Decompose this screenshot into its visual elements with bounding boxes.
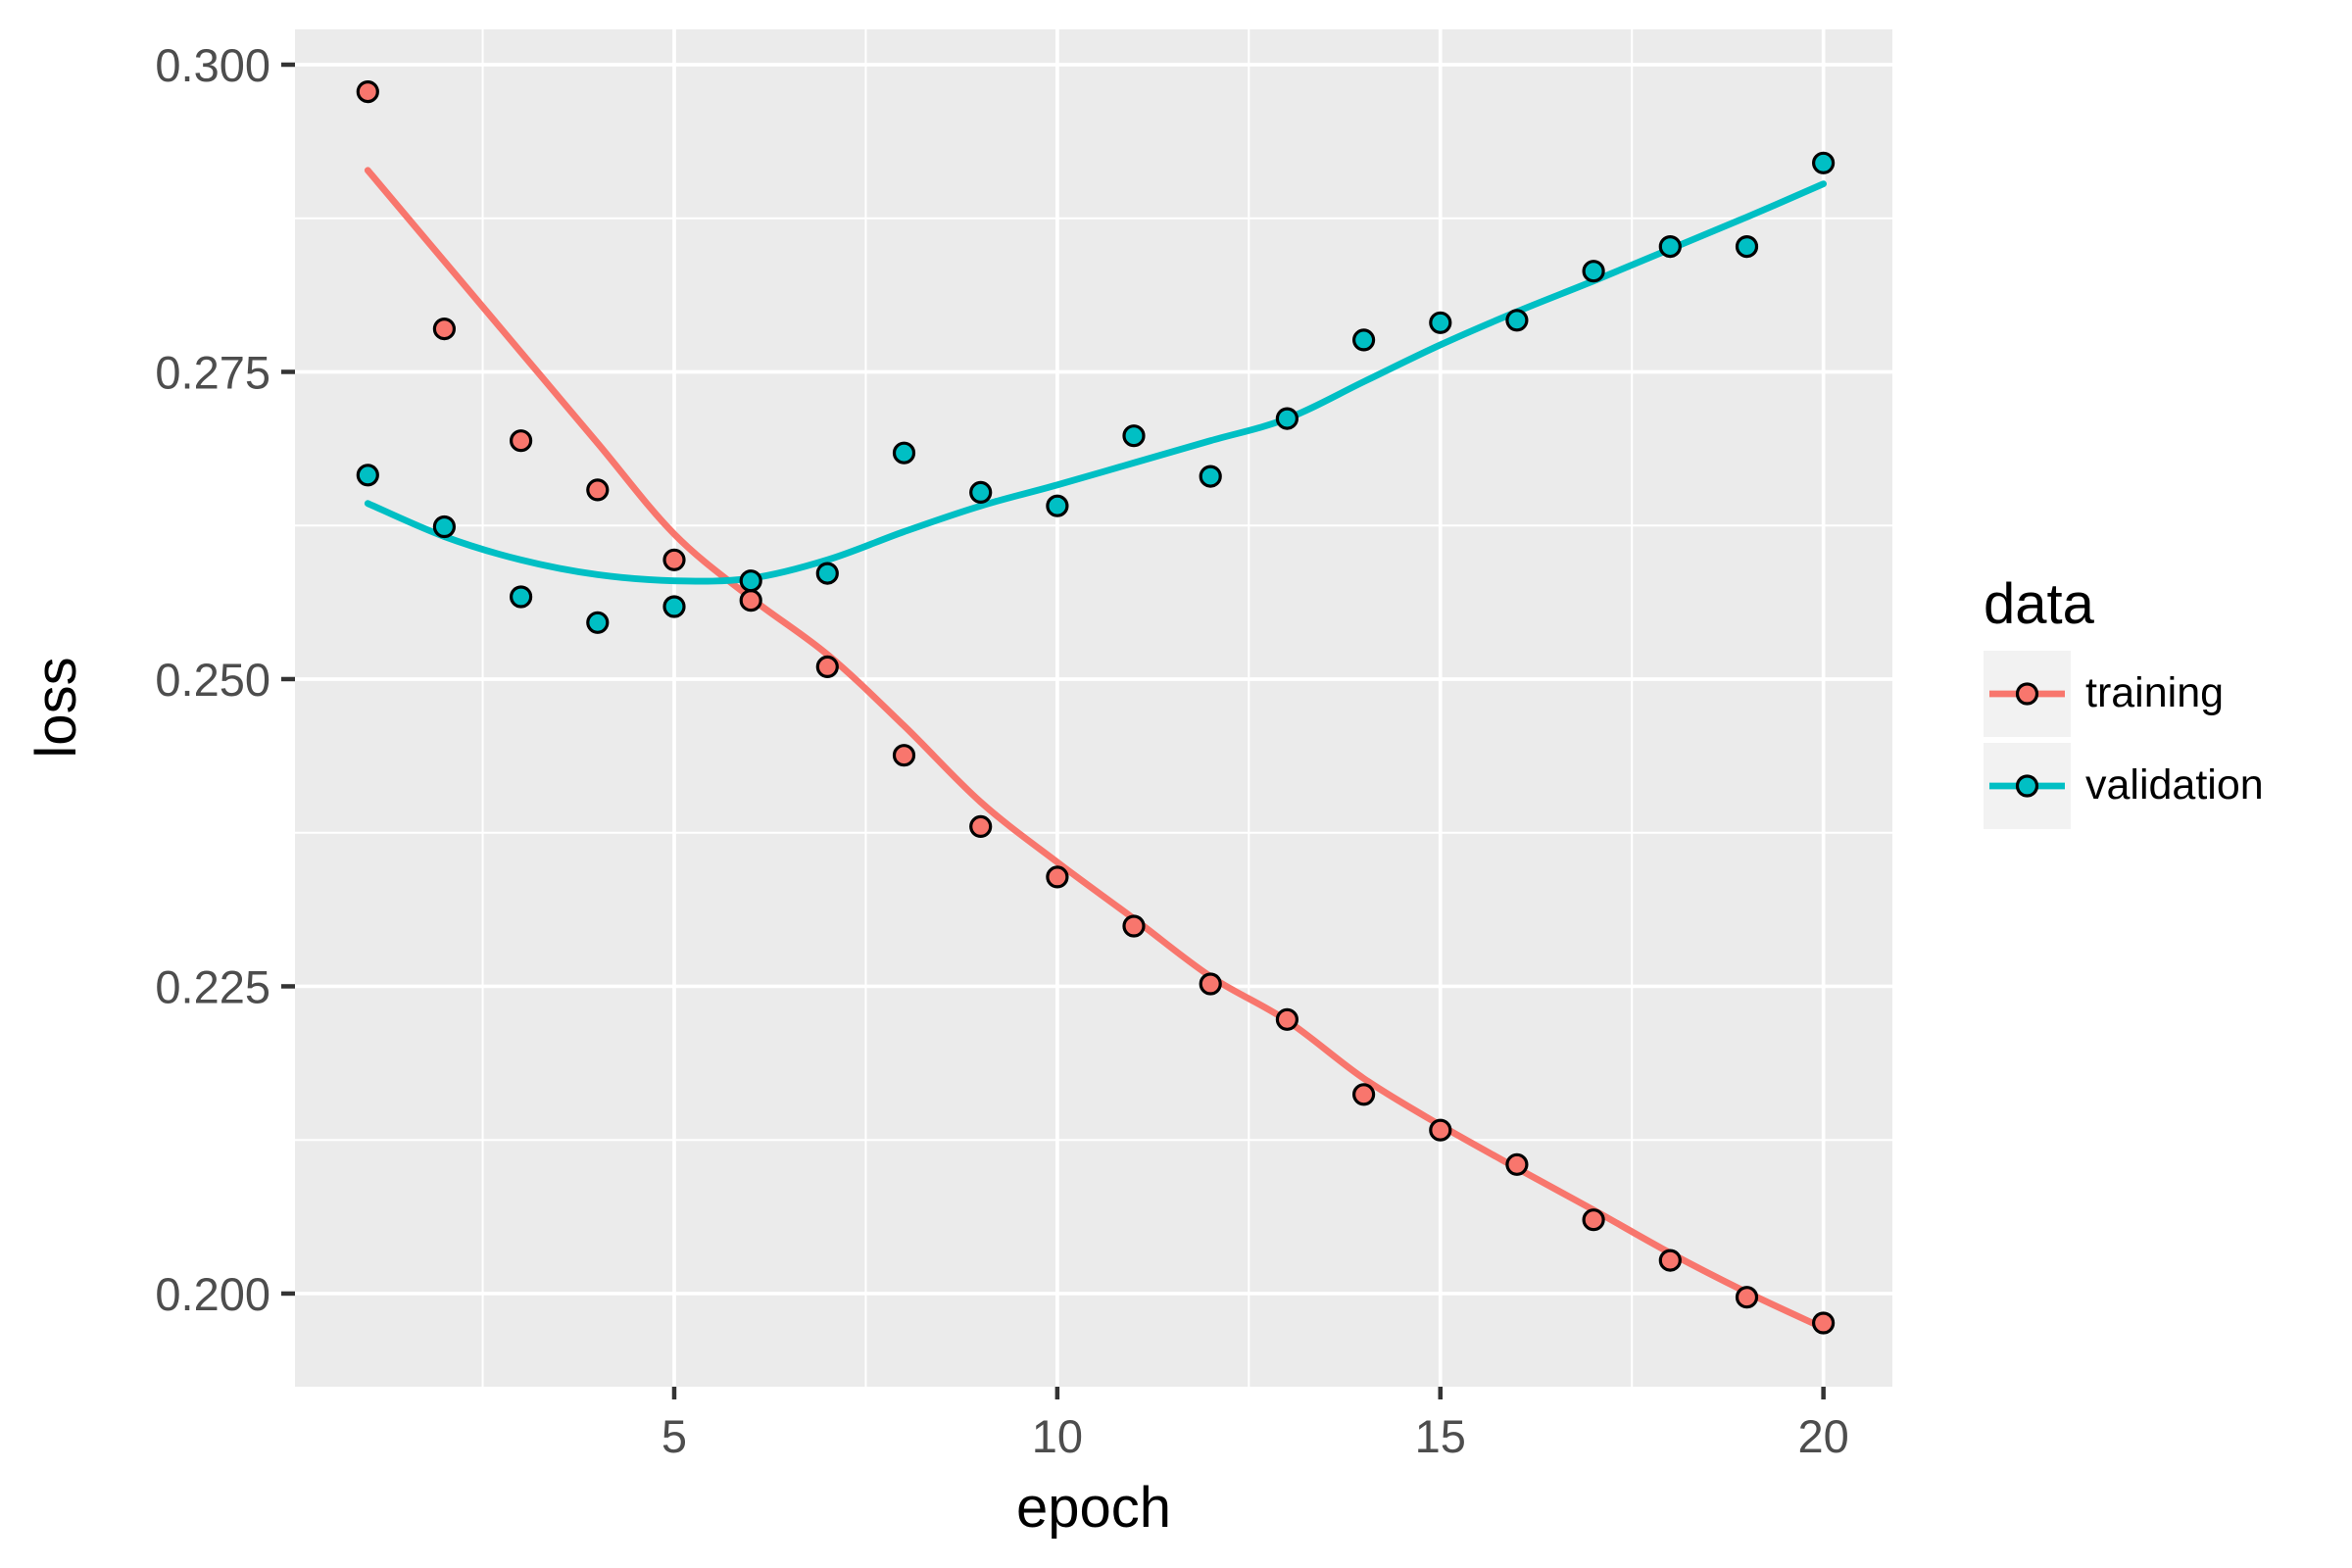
- point-validation: [356, 464, 379, 487]
- point-validation: [815, 562, 839, 585]
- point-validation: [892, 441, 916, 465]
- legend-item-validation: validation: [1984, 742, 2264, 829]
- point-training: [432, 318, 456, 341]
- point-validation: [586, 611, 610, 634]
- legend-label-training: training: [2085, 669, 2225, 717]
- point-validation: [1811, 151, 1836, 174]
- panel-background: [295, 29, 1892, 1387]
- point-validation: [1351, 328, 1376, 352]
- point-training: [1122, 914, 1146, 938]
- legend-item-training: training: [1984, 650, 2264, 737]
- point-validation: [739, 569, 762, 593]
- legend-key-training: [1984, 650, 2071, 737]
- legend-label-validation: validation: [2085, 761, 2264, 809]
- point-training: [739, 589, 762, 612]
- point-training: [1046, 865, 1069, 889]
- y-tick-label: 0.300: [155, 39, 270, 91]
- point-validation: [1122, 424, 1146, 448]
- point-validation: [1582, 260, 1605, 283]
- point-training: [969, 814, 993, 839]
- y-axis-title: loss: [24, 657, 88, 759]
- point-training: [1505, 1152, 1529, 1176]
- legend-title: data: [1984, 572, 2094, 636]
- point-training: [1199, 972, 1222, 996]
- x-tick-label: 20: [1797, 1410, 1848, 1462]
- point-validation: [1658, 235, 1682, 259]
- y-tick-label: 0.200: [155, 1268, 270, 1320]
- x-tick-label: 15: [1415, 1410, 1466, 1462]
- point-training: [1429, 1118, 1452, 1142]
- point-training: [892, 744, 916, 767]
- point-training: [509, 429, 533, 453]
- point-validation: [1429, 311, 1452, 334]
- point-training: [662, 548, 686, 571]
- point-training: [1582, 1208, 1605, 1232]
- point-training: [586, 478, 610, 502]
- x-tick-label: 10: [1032, 1410, 1083, 1462]
- point-training: [356, 79, 379, 104]
- smooth-line-training: [364, 167, 1827, 1332]
- point-training: [1811, 1311, 1836, 1335]
- point-training: [1658, 1249, 1682, 1272]
- point-validation: [1199, 465, 1222, 488]
- x-axis-title: epoch: [1015, 1476, 1172, 1540]
- point-validation: [662, 595, 686, 618]
- point-validation: [1046, 494, 1069, 517]
- point-training: [815, 655, 839, 679]
- point-training: [1351, 1083, 1376, 1106]
- legend-key-point-training: [2015, 682, 2039, 706]
- point-validation: [1505, 309, 1529, 332]
- point-validation: [969, 480, 993, 504]
- y-tick-label: 0.250: [155, 654, 270, 706]
- legend-key-glyph-training: [1989, 682, 2065, 706]
- point-validation: [432, 514, 456, 539]
- legend-key-glyph-validation: [1989, 774, 2065, 798]
- point-training: [1735, 1286, 1759, 1309]
- point-training: [1275, 1007, 1299, 1031]
- legend-key-point-validation: [2015, 774, 2039, 798]
- y-tick-label: 0.275: [155, 346, 270, 398]
- legend: data training validation: [1984, 572, 2264, 835]
- legend-key-validation: [1984, 742, 2071, 829]
- point-validation: [1735, 235, 1759, 259]
- y-tick-label: 0.225: [155, 960, 270, 1012]
- point-validation: [509, 585, 533, 609]
- point-validation: [1275, 407, 1299, 430]
- x-tick-label: 5: [662, 1410, 687, 1462]
